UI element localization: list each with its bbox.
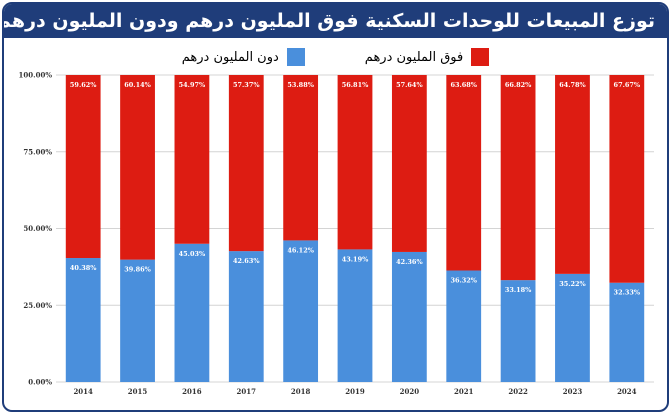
bar-above-million xyxy=(228,75,264,252)
bar-above-million xyxy=(609,75,645,283)
data-label-above-million: 66.82% xyxy=(505,81,532,89)
stacked-bar-chart: 0.00% 25.00% 50.00% 75.00% 100.00% 40.38% 59.6… xyxy=(19,71,654,396)
data-label-below-million: 40.38% xyxy=(70,264,97,272)
bar-below-million xyxy=(446,270,482,382)
y-tick-label: 25.00% xyxy=(23,301,52,310)
bar-above-million xyxy=(391,75,427,252)
y-tick-label: 100.00% xyxy=(19,71,53,80)
bar-above-million xyxy=(283,75,319,241)
data-label-above-million: 57.64% xyxy=(396,81,423,89)
x-tick-label: 2017 xyxy=(237,387,257,396)
x-tick-label: 2014 xyxy=(73,387,93,396)
data-label-above-million: 63.68% xyxy=(450,81,477,89)
data-label-below-million: 39.86% xyxy=(124,266,151,274)
data-label-above-million: 56.81% xyxy=(342,81,369,89)
legend-item-below-million: دون المليون درهم xyxy=(182,48,305,66)
x-tick-label: 2015 xyxy=(128,387,148,396)
legend-swatch-above-million xyxy=(471,48,490,66)
data-label-below-million: 45.03% xyxy=(179,250,206,258)
x-tick-label: 2022 xyxy=(508,387,528,396)
data-label-below-million: 42.63% xyxy=(233,257,260,265)
bar-above-million xyxy=(337,75,373,250)
y-tick-label: 50.00% xyxy=(23,224,52,233)
data-label-below-million: 42.36% xyxy=(396,258,423,266)
bar-above-million xyxy=(65,75,101,259)
data-label-above-million: 54.97% xyxy=(179,81,206,89)
y-tick-label: 75.00% xyxy=(23,147,52,156)
x-tick-label: 2024 xyxy=(617,387,637,396)
bar-above-million xyxy=(446,75,482,271)
chart-title: توزع المبيعات للوحدات السكنية فوق المليو… xyxy=(4,4,667,38)
bar-below-million xyxy=(337,249,373,382)
legend-item-above-million: فوق المليون درهم xyxy=(364,48,490,66)
bar-below-million xyxy=(174,243,210,382)
legend-swatch-below-million xyxy=(286,48,305,66)
bar-below-million xyxy=(65,258,101,382)
bar-above-million xyxy=(555,75,590,274)
chart-legend: فوق المليون درهم دون المليون درهم xyxy=(4,44,667,70)
data-label-above-million: 67.67% xyxy=(614,81,641,89)
data-label-above-million: 57.37% xyxy=(233,81,260,89)
bar-above-million xyxy=(120,75,155,260)
x-tick-label: 2019 xyxy=(345,387,365,396)
data-label-below-million: 32.33% xyxy=(614,289,641,297)
x-tick-label: 2020 xyxy=(400,387,420,396)
x-tick-label: 2016 xyxy=(182,387,202,396)
bar-above-million xyxy=(174,75,210,244)
data-label-above-million: 53.88% xyxy=(287,81,314,89)
data-label-below-million: 33.18% xyxy=(505,286,532,294)
data-label-above-million: 59.62% xyxy=(70,81,97,89)
legend-label-above-million: فوق المليون درهم xyxy=(364,49,464,65)
bar-below-million xyxy=(120,259,155,382)
y-tick-label: 0.00% xyxy=(28,378,52,387)
bar-below-million xyxy=(228,251,264,382)
bar-above-million xyxy=(500,75,536,281)
data-label-below-million: 46.12% xyxy=(287,246,314,254)
x-tick-label: 2023 xyxy=(563,387,583,396)
chart-frame: توزع المبيعات للوحدات السكنية فوق المليو… xyxy=(2,2,669,412)
x-tick-label: 2021 xyxy=(454,387,474,396)
bar-below-million xyxy=(283,240,319,382)
bar-below-million xyxy=(555,273,590,382)
legend-label-below-million: دون المليون درهم xyxy=(181,49,279,65)
data-label-above-million: 60.14% xyxy=(124,81,151,89)
data-label-above-million: 64.78% xyxy=(559,81,586,89)
bar-below-million xyxy=(609,282,645,382)
bar-below-million xyxy=(500,280,536,382)
data-label-below-million: 35.22% xyxy=(559,280,586,288)
data-label-below-million: 36.32% xyxy=(450,276,477,284)
bar-below-million xyxy=(391,251,427,382)
data-label-below-million: 43.19% xyxy=(342,255,369,263)
x-tick-label: 2018 xyxy=(291,387,311,396)
